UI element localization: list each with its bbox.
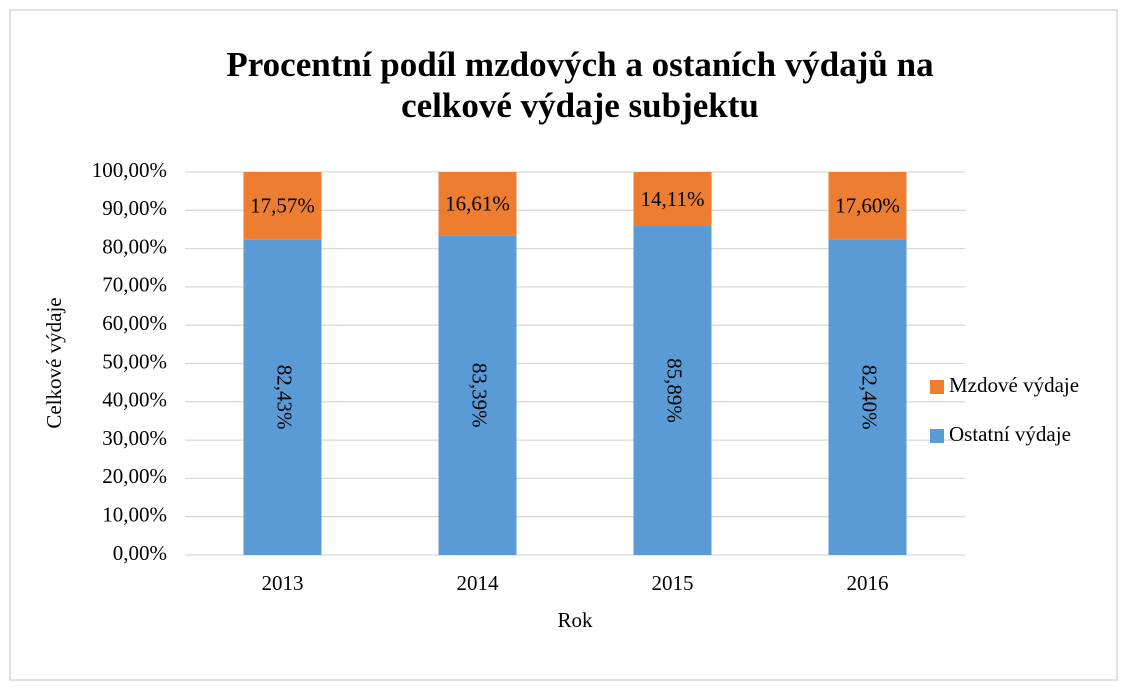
data-label: 83,39% [468, 363, 492, 428]
y-tick-label: 10,00% [102, 503, 167, 527]
x-tick-label: 2013 [262, 571, 304, 595]
y-tick-label: 40,00% [102, 388, 167, 412]
x-tick-label: 2015 [652, 571, 694, 595]
bar-segment [438, 172, 517, 236]
y-axis-label: Celkové výdaje [42, 297, 66, 428]
y-tick-label: 0,00% [113, 541, 167, 565]
y-tick-label: 80,00% [102, 234, 167, 258]
x-tick-label: 2014 [457, 571, 500, 595]
y-tick-label: 50,00% [102, 349, 167, 373]
data-label: 16,61% [445, 192, 510, 216]
legend-label: Mzdové výdaje [949, 373, 1079, 397]
bar-segment [828, 239, 907, 555]
bar-segment [633, 226, 712, 555]
data-label: 82,40% [858, 365, 882, 430]
legend-swatch [930, 380, 944, 394]
bar-segment [633, 172, 712, 227]
chart-frame [9, 9, 1118, 681]
data-label: 85,89% [663, 358, 687, 423]
data-label: 82,43% [273, 365, 297, 430]
x-axis-label: Rok [557, 608, 593, 632]
x-tick-label: 2016 [847, 571, 889, 595]
y-tick-label: 100,00% [92, 158, 167, 182]
y-tick-label: 70,00% [102, 273, 167, 297]
data-label: 17,57% [250, 193, 315, 217]
legend-swatch [930, 429, 944, 443]
data-label: 17,60% [835, 194, 900, 218]
chart-title: Procentní podíl mzdových a ostaních výda… [226, 45, 934, 125]
y-tick-label: 20,00% [102, 464, 167, 488]
bar-segment [243, 239, 322, 556]
legend-label: Ostatní výdaje [949, 422, 1071, 446]
bar-segment [828, 172, 907, 240]
y-tick-label: 60,00% [102, 311, 167, 335]
y-tick-label: 90,00% [102, 196, 167, 220]
bar-segment [438, 235, 517, 555]
y-tick-label: 30,00% [102, 426, 167, 450]
bar-segment [243, 172, 322, 240]
data-label: 14,11% [641, 187, 705, 211]
